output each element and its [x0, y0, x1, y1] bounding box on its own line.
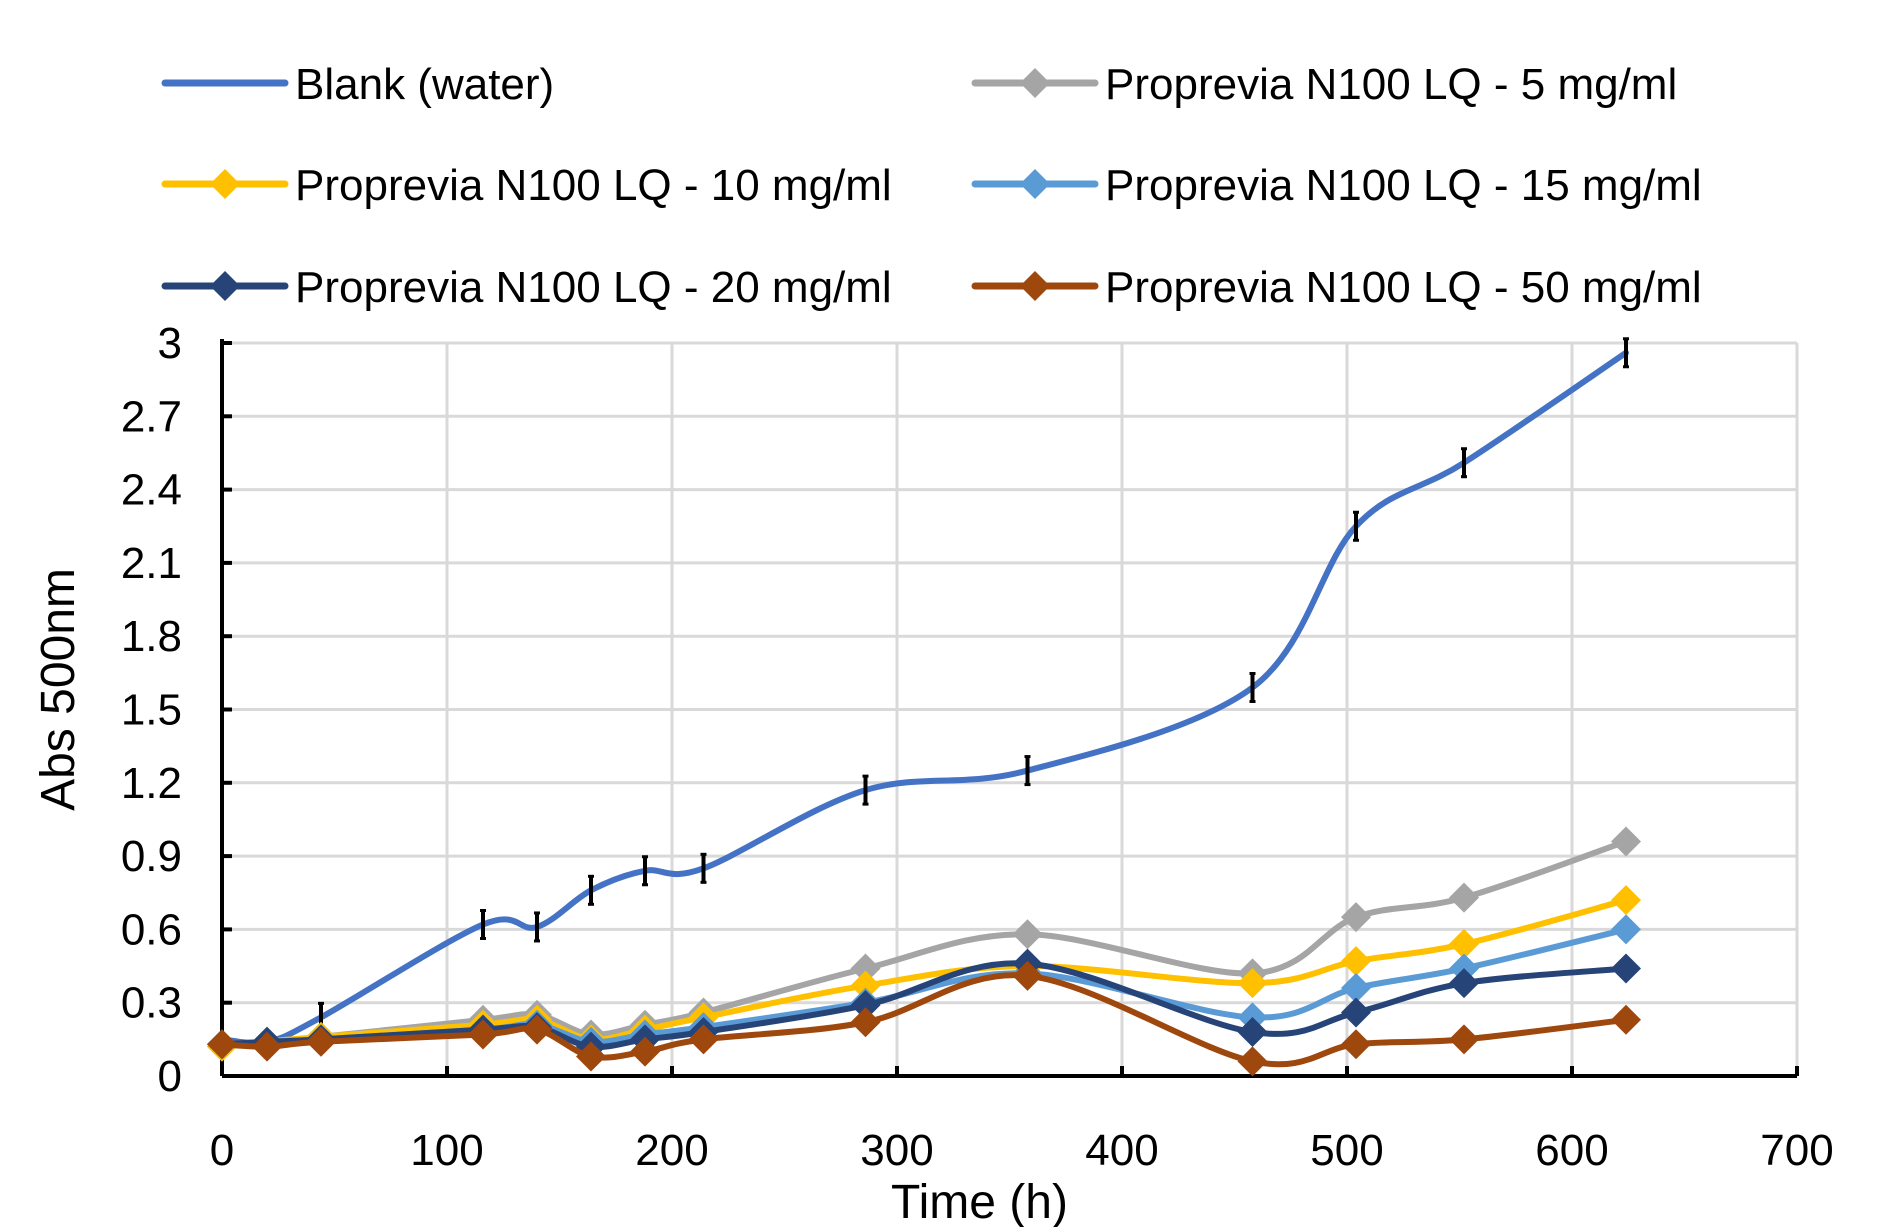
data-point — [1611, 885, 1641, 916]
data-point — [1449, 968, 1479, 999]
legend-item: Proprevia N100 LQ - 15 mg/ml — [971, 161, 1702, 210]
x-tick-label: 700 — [1760, 1126, 1833, 1175]
legend-item: Blank (water) — [161, 60, 554, 109]
x-tick-label: 500 — [1310, 1126, 1383, 1175]
error-bar — [534, 911, 540, 943]
series-line — [219, 838, 1629, 1050]
x-tick-label: 200 — [635, 1126, 708, 1175]
error-bar — [862, 774, 869, 806]
data-point — [1012, 919, 1043, 950]
error-bar — [1353, 510, 1359, 542]
series-group — [207, 337, 1641, 1077]
legend-label: Proprevia N100 LQ - 5 mg/ml — [1105, 60, 1677, 109]
y-tick-label: 1.5 — [121, 686, 182, 735]
series-2 — [207, 885, 1641, 1062]
legend-label: Proprevia N100 LQ - 20 mg/ml — [295, 263, 892, 312]
data-point — [1611, 1004, 1641, 1035]
gridlines — [222, 341, 1799, 1076]
y-tick-label: 0.6 — [121, 905, 182, 954]
y-axis-title: Abs 500nm — [32, 568, 85, 811]
legend: Blank (water) Proprevia N100 LQ - 5 mg/ml… — [161, 60, 1702, 312]
legend-marker — [1020, 169, 1050, 199]
error-bar — [642, 855, 648, 887]
data-point — [207, 1029, 237, 1060]
y-tick-label: 1.8 — [121, 612, 182, 661]
data-point — [1611, 953, 1641, 984]
y-tick-label: 0 — [158, 1052, 182, 1101]
error-bar — [700, 852, 707, 884]
x-tick-label: 600 — [1535, 1126, 1608, 1175]
x-tick-label: 400 — [1085, 1126, 1158, 1175]
y-tick-label: 2.4 — [121, 466, 182, 515]
y-tick-label: 0.9 — [121, 832, 182, 881]
y-tick-label: 2.7 — [121, 392, 182, 441]
data-point — [1611, 826, 1641, 857]
series-5 — [207, 960, 1641, 1077]
legend-label: Proprevia N100 LQ - 10 mg/ml — [295, 161, 892, 210]
error-bar — [1623, 337, 1629, 369]
data-point — [1237, 1017, 1268, 1048]
legend-label: Proprevia N100 LQ - 50 mg/ml — [1105, 263, 1702, 312]
axes — [220, 339, 1799, 1078]
legend-marker — [210, 271, 240, 301]
data-point — [630, 1036, 660, 1067]
tick-labels: 0 0.3 0.6 0.9 1.2 1.5 1.8 2.1 2.4 2.7 3 0 100 200 300 4… — [121, 319, 1834, 1175]
series-4 — [207, 948, 1641, 1062]
data-point — [1341, 973, 1371, 1004]
error-bar — [588, 874, 594, 906]
data-point — [1237, 968, 1268, 999]
series-0 — [219, 337, 1629, 1047]
legend-marker — [1020, 271, 1050, 301]
legend-marker — [1020, 68, 1050, 98]
data-point — [850, 1007, 881, 1038]
data-point — [1449, 1024, 1479, 1055]
y-tick-label: 1.2 — [121, 759, 182, 808]
data-point — [1341, 946, 1371, 977]
data-point — [1449, 882, 1479, 913]
data-point — [1237, 1046, 1268, 1077]
legend-label: Proprevia N100 LQ - 15 mg/ml — [1105, 161, 1702, 210]
x-axis-title: Time (h) — [891, 1176, 1068, 1227]
data-point — [576, 1041, 606, 1072]
legend-item: Proprevia N100 LQ - 10 mg/ml — [161, 161, 892, 210]
data-point — [850, 990, 881, 1021]
data-point — [306, 1026, 336, 1057]
x-tick-label: 300 — [860, 1126, 933, 1175]
error-bar — [480, 909, 486, 941]
legend-label: Blank (water) — [295, 60, 554, 109]
data-point — [1449, 929, 1479, 960]
data-point — [850, 970, 881, 1001]
error-bar — [1249, 672, 1256, 704]
data-point — [522, 1014, 552, 1045]
legend-item: Proprevia N100 LQ - 5 mg/ml — [971, 60, 1677, 109]
data-point — [850, 953, 881, 984]
y-tick-label: 0.3 — [121, 979, 182, 1028]
series-line — [219, 349, 1629, 1047]
x-tick-label: 0 — [210, 1126, 234, 1175]
data-point — [468, 1019, 498, 1050]
data-point — [1341, 902, 1371, 933]
x-tick-label: 100 — [410, 1126, 483, 1175]
data-point — [1341, 1029, 1371, 1060]
legend-item: Proprevia N100 LQ - 50 mg/ml — [971, 263, 1702, 312]
y-tick-label: 2.1 — [121, 539, 182, 588]
legend-marker — [210, 169, 240, 199]
legend-item: Proprevia N100 LQ - 20 mg/ml — [161, 263, 892, 312]
error-bar — [1461, 447, 1467, 479]
data-point — [1341, 997, 1371, 1028]
y-tick-label: 3 — [158, 319, 182, 368]
data-point — [1012, 960, 1043, 991]
data-point — [252, 1031, 282, 1062]
data-point — [1611, 914, 1641, 945]
data-point — [688, 1024, 719, 1055]
error-bar — [1024, 755, 1031, 787]
